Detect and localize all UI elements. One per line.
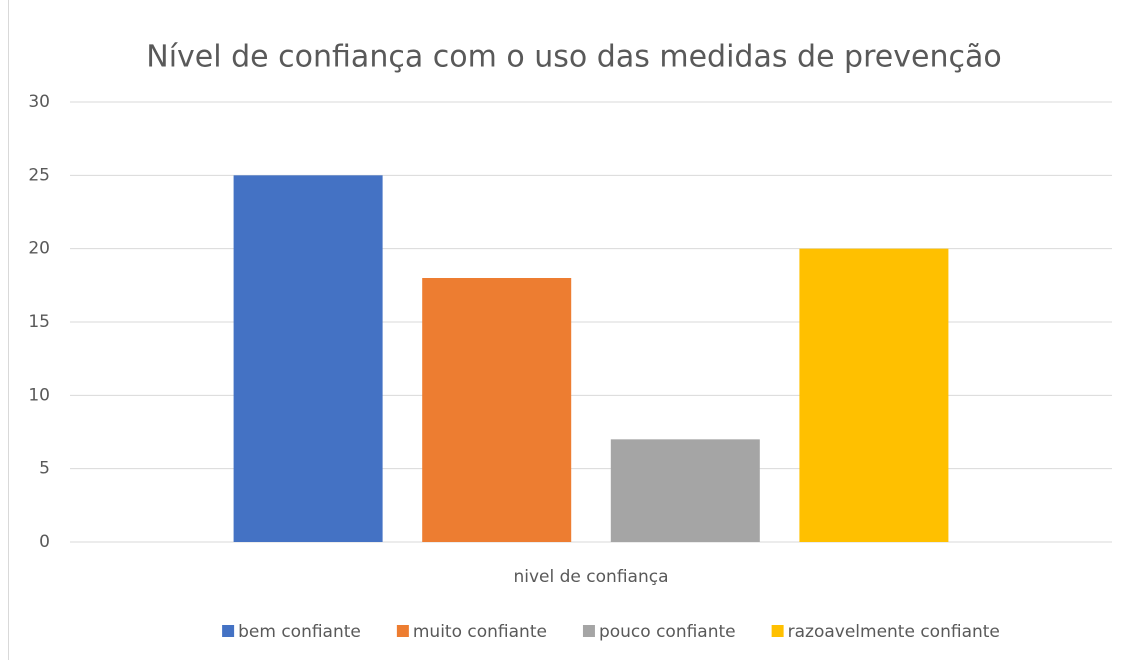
y-tick-label: 30 <box>28 92 50 112</box>
y-tick-label: 15 <box>28 312 50 332</box>
legend-label: pouco confiante <box>599 622 736 642</box>
legend-swatch <box>222 625 235 637</box>
bar <box>233 175 383 543</box>
bar <box>422 278 572 542</box>
legend-label: muito confiante <box>413 622 547 642</box>
y-tick-label: 0 <box>39 532 50 552</box>
legend-label: razoavelmente confiante <box>788 622 1000 642</box>
y-tick-label: 25 <box>28 165 50 185</box>
legend-swatch <box>396 625 409 637</box>
y-tick-label: 10 <box>28 385 50 405</box>
y-tick-label: 5 <box>39 459 50 479</box>
legend-label: bem confiante <box>238 622 361 642</box>
x-tick-label: nivel de confiança <box>514 567 669 587</box>
legend-swatch <box>582 625 595 637</box>
bar <box>799 248 949 542</box>
bar <box>610 439 760 542</box>
chart-title: Nível de confiança com o uso das medidas… <box>146 40 1001 75</box>
y-tick-label: 20 <box>28 239 50 259</box>
legend-swatch <box>771 625 784 637</box>
